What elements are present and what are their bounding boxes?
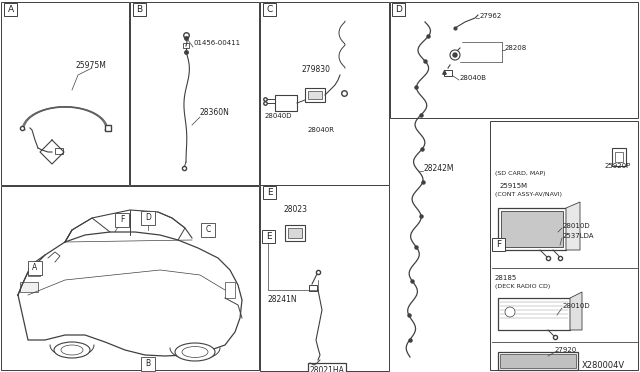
Bar (183, 43, 189, 48)
Bar (612, 148, 626, 166)
Bar (260, 185, 389, 371)
Ellipse shape (175, 343, 215, 361)
Bar (141, 211, 155, 225)
Circle shape (505, 307, 515, 317)
Text: E: E (267, 188, 272, 197)
Text: X280004V: X280004V (582, 361, 625, 370)
Text: 28242M: 28242M (424, 164, 454, 173)
Bar (262, 230, 275, 243)
Bar (498, 352, 578, 370)
Bar (275, 95, 297, 111)
Bar (263, 3, 276, 16)
Text: 28360N: 28360N (200, 108, 230, 117)
Text: C: C (205, 225, 211, 234)
Bar (308, 91, 322, 99)
Bar (288, 228, 302, 238)
Text: 2537LDA: 2537LDA (563, 233, 595, 239)
Bar (285, 225, 305, 241)
Bar (615, 152, 623, 162)
Text: 28040B: 28040B (460, 75, 487, 81)
Text: F: F (120, 215, 124, 224)
Text: 279830: 279830 (302, 65, 331, 74)
Ellipse shape (182, 346, 208, 357)
Polygon shape (566, 202, 580, 250)
Bar (28, 261, 42, 275)
Text: (SD CARD, MAP): (SD CARD, MAP) (495, 171, 545, 176)
Text: 28010D: 28010D (563, 303, 591, 309)
Bar (55, 148, 63, 154)
Text: 28023: 28023 (283, 205, 307, 214)
Bar (305, 88, 325, 102)
Text: 25920P: 25920P (605, 163, 631, 169)
Bar (500, 354, 576, 368)
Text: 28208: 28208 (505, 45, 527, 51)
Text: 01456-00411: 01456-00411 (194, 40, 241, 46)
Text: E: E (266, 232, 271, 241)
Text: D: D (145, 214, 151, 222)
Bar (501, 211, 563, 247)
Bar (4, 3, 17, 16)
Text: 25915M: 25915M (500, 183, 528, 189)
Bar (20, 282, 38, 292)
Bar (490, 121, 638, 370)
Bar (1, 2, 129, 185)
Text: A: A (8, 5, 13, 14)
Text: B: B (136, 5, 143, 14)
Bar (444, 70, 452, 76)
Bar (28, 268, 40, 276)
Bar (309, 285, 317, 291)
Bar (263, 186, 276, 199)
Text: (CONT ASSY-AV/NAVI): (CONT ASSY-AV/NAVI) (495, 192, 562, 197)
Text: 27962: 27962 (480, 13, 502, 19)
Text: 28021HA: 28021HA (310, 366, 345, 372)
Text: 27920: 27920 (555, 347, 577, 353)
Text: 28040R: 28040R (308, 127, 335, 133)
Text: 25975M: 25975M (75, 61, 106, 70)
Circle shape (450, 50, 460, 60)
Text: 28185: 28185 (495, 275, 517, 281)
Circle shape (453, 53, 457, 57)
Bar (1, 186, 259, 370)
Bar (260, 2, 389, 185)
Bar (115, 213, 129, 227)
Polygon shape (570, 292, 582, 330)
Bar (133, 3, 146, 16)
Text: D: D (395, 5, 402, 14)
Text: 28241N: 28241N (268, 295, 298, 304)
Bar (130, 2, 259, 185)
Text: C: C (266, 5, 273, 14)
Text: B: B (145, 359, 150, 369)
Bar (498, 208, 566, 250)
Ellipse shape (61, 345, 83, 355)
Text: 28010D: 28010D (563, 223, 591, 229)
Text: 28040D: 28040D (265, 113, 292, 119)
Bar (392, 3, 405, 16)
Bar (201, 223, 215, 237)
Text: (DECK RADIO CD): (DECK RADIO CD) (495, 284, 550, 289)
Bar (225, 282, 235, 298)
Text: F: F (496, 240, 501, 249)
Bar (308, 363, 346, 372)
Ellipse shape (54, 342, 90, 358)
Bar (498, 298, 570, 330)
Bar (492, 238, 505, 251)
Text: A: A (33, 263, 38, 273)
Bar (390, 2, 638, 118)
Bar (141, 357, 155, 371)
